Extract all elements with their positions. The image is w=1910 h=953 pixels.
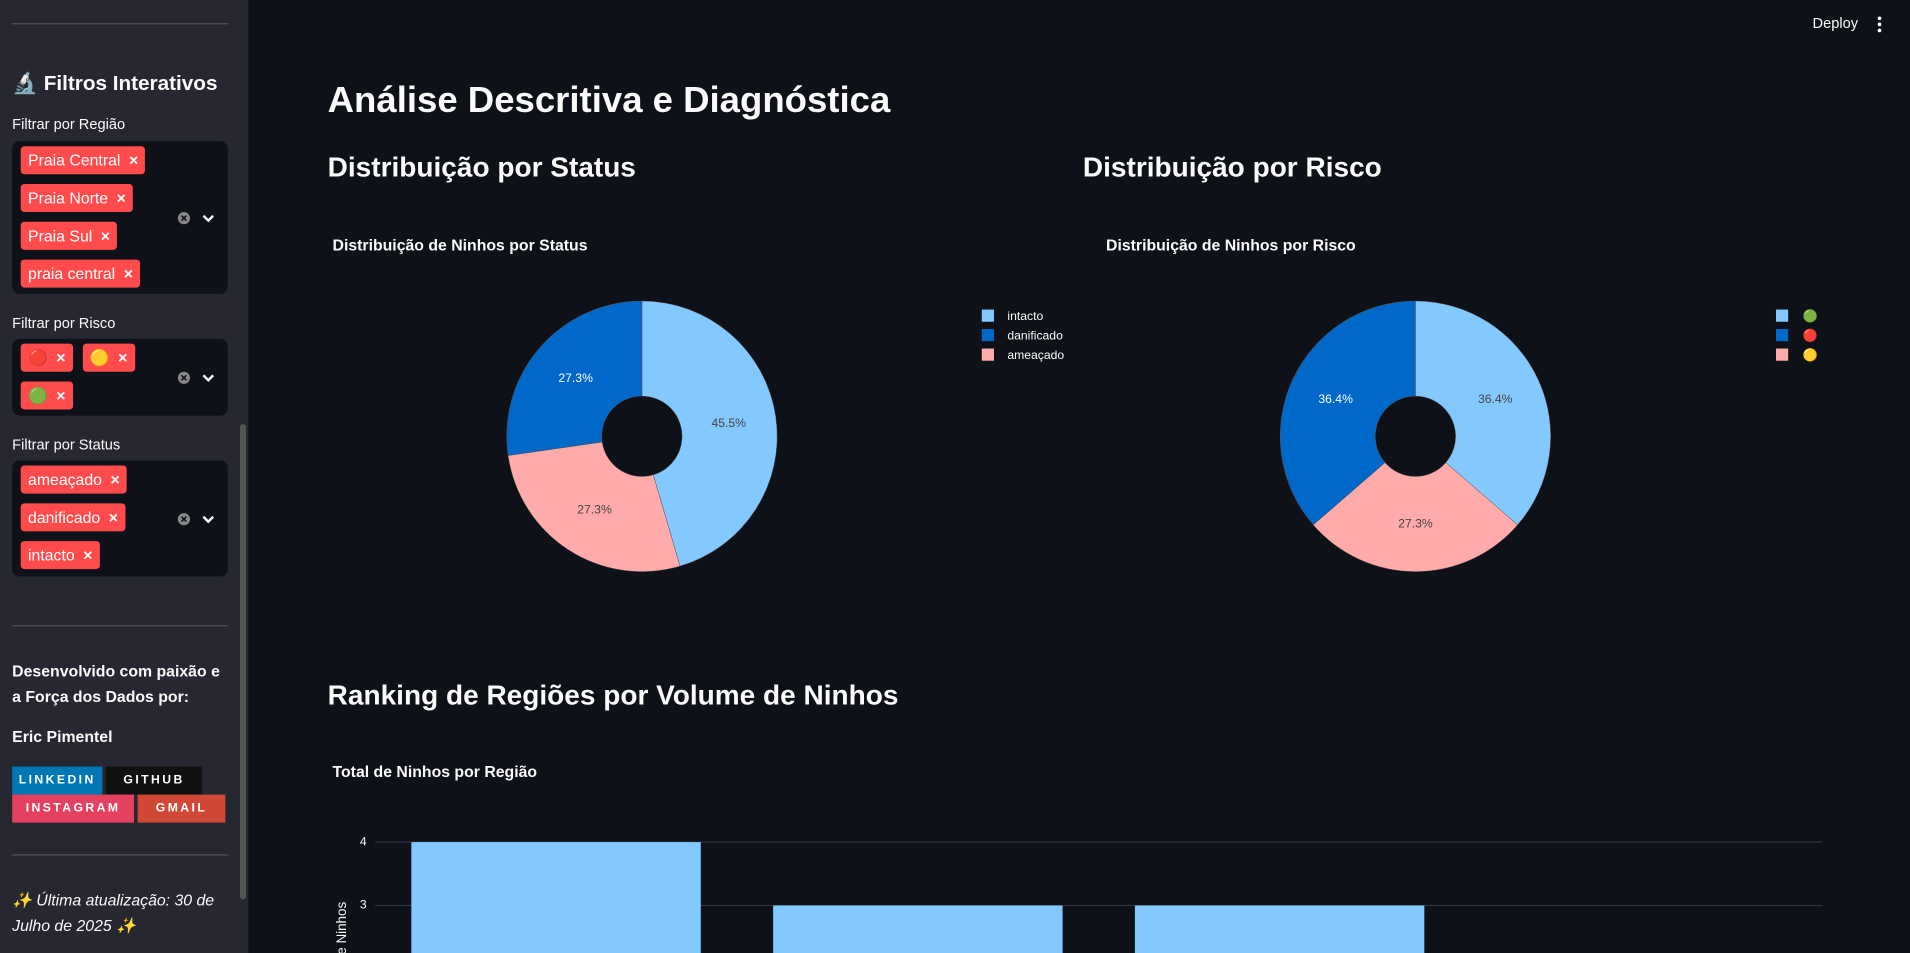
section-title: Distribuição por Status <box>327 151 636 183</box>
legend-swatch <box>981 348 994 361</box>
tag-list: 🔴 🟡 🟢 <box>20 343 173 410</box>
tag[interactable]: Praia Central <box>20 146 146 175</box>
instagram-badge[interactable]: INSTAGRAM <box>12 794 134 823</box>
pie-slice <box>641 300 778 567</box>
section-title: Ranking de Regiões por Volume de Ninhos <box>327 678 899 711</box>
tag[interactable]: Praia Sul <box>20 221 118 250</box>
menu-button[interactable] <box>1873 15 1885 34</box>
slice-label: 27.3% <box>1398 516 1433 530</box>
legend-swatch <box>981 309 994 322</box>
slice-label: 27.3% <box>577 502 612 516</box>
filter-label: Filtrar por Região <box>12 115 126 133</box>
pie-slice <box>1312 462 1518 572</box>
slice-label: 36.4% <box>1318 392 1353 406</box>
pie-slice <box>507 441 681 572</box>
credits: Desenvolvido com paixão e a Força dos Da… <box>12 661 220 706</box>
chart-title: Distribuição de Ninhos por Status <box>333 237 588 254</box>
multiselect[interactable]: 🔴 🟡 🟢 <box>12 338 228 416</box>
legend-label: 🟡 <box>1803 347 1818 362</box>
divider <box>12 23 228 25</box>
sidebar: 🔬 Filtros Interativos Filtrar por Região… <box>0 0 249 953</box>
bar <box>411 842 701 953</box>
tag[interactable]: danificado <box>20 503 126 532</box>
legend-swatch <box>1775 329 1789 342</box>
legend-label: ameaçado <box>1007 348 1064 362</box>
legend-label: 🟢 <box>1803 308 1818 323</box>
legend-label: danificado <box>1007 329 1063 343</box>
tag[interactable]: intacto <box>20 541 100 570</box>
tag-list: Praia Central Praia Norte Praia Sul praia c… <box>20 146 173 288</box>
slice-label: 45.5% <box>711 416 746 430</box>
linkedin-badge[interactable]: LINKEDIN <box>12 766 103 795</box>
multiselect[interactable]: Praia Central Praia Norte Praia Sul praia c… <box>12 141 228 294</box>
multiselect[interactable]: ameaçado danificado intacto <box>12 460 228 577</box>
select-icons[interactable] <box>174 510 223 527</box>
tag[interactable]: 🟡 <box>82 343 135 372</box>
tag-list: ameaçado danificado intacto <box>20 465 173 570</box>
gmail-badge[interactable]: GMAIL <box>137 794 226 823</box>
tag[interactable]: ameaçado <box>20 465 128 494</box>
last-update: ✨ Última atualização: 30 de Julho de 202… <box>12 890 215 935</box>
divider <box>12 854 228 856</box>
legend-swatch <box>1775 309 1789 322</box>
deploy-button[interactable]: Deploy <box>1812 14 1859 32</box>
legend-label: 🔴 <box>1803 328 1818 343</box>
filter-label: Filtrar por Status <box>12 436 121 454</box>
slice-label: 36.4% <box>1478 392 1513 406</box>
filter-label: Filtrar por Risco <box>12 314 116 332</box>
slice-label: 27.3% <box>558 371 593 385</box>
pie-slice <box>1415 300 1551 526</box>
pie-slice <box>1279 300 1416 526</box>
github-badge[interactable]: GITHUB <box>105 766 203 795</box>
tag[interactable]: Praia Norte <box>20 184 134 213</box>
tag[interactable]: praia central <box>20 259 141 288</box>
divider <box>12 625 228 627</box>
filters-title: 🔬 Filtros Interativos <box>12 71 218 96</box>
scrollbar[interactable] <box>239 424 247 900</box>
tag[interactable]: 🟢 <box>20 381 73 410</box>
select-icons[interactable] <box>174 209 223 226</box>
select-icons[interactable] <box>174 369 223 386</box>
bar <box>1134 905 1425 953</box>
author: Eric Pimentel <box>12 727 113 746</box>
legend-swatch <box>981 329 994 342</box>
y-tick-label: 4 <box>360 834 367 848</box>
chart-title: Total de Ninhos por Região <box>333 764 538 781</box>
tag[interactable]: 🔴 <box>20 343 73 372</box>
legend-swatch <box>1775 348 1789 361</box>
bar <box>773 905 1063 953</box>
page-title: Análise Descritiva e Diagnóstica <box>327 80 891 121</box>
section-title: Distribuição por Risco <box>1082 151 1382 183</box>
legend-label: intacto <box>1007 309 1043 323</box>
pie-slice <box>506 300 643 456</box>
chart-title: Distribuição de Ninhos por Risco <box>1106 237 1356 254</box>
y-tick-label: 3 <box>360 898 367 912</box>
y-axis-label: e Ninhos <box>334 902 349 953</box>
